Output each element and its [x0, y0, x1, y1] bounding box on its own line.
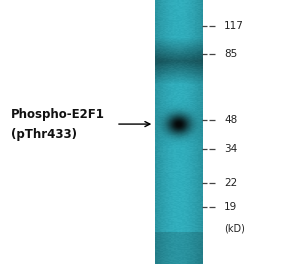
- Text: 22: 22: [224, 178, 237, 188]
- Text: 19: 19: [224, 202, 237, 212]
- Text: 34: 34: [224, 144, 237, 154]
- Text: 48: 48: [224, 115, 237, 125]
- Text: (pThr433): (pThr433): [11, 128, 77, 141]
- Text: 85: 85: [224, 49, 237, 59]
- Text: (kD): (kD): [224, 223, 245, 233]
- Text: Phospho-E2F1: Phospho-E2F1: [11, 108, 105, 121]
- Text: 117: 117: [224, 21, 244, 31]
